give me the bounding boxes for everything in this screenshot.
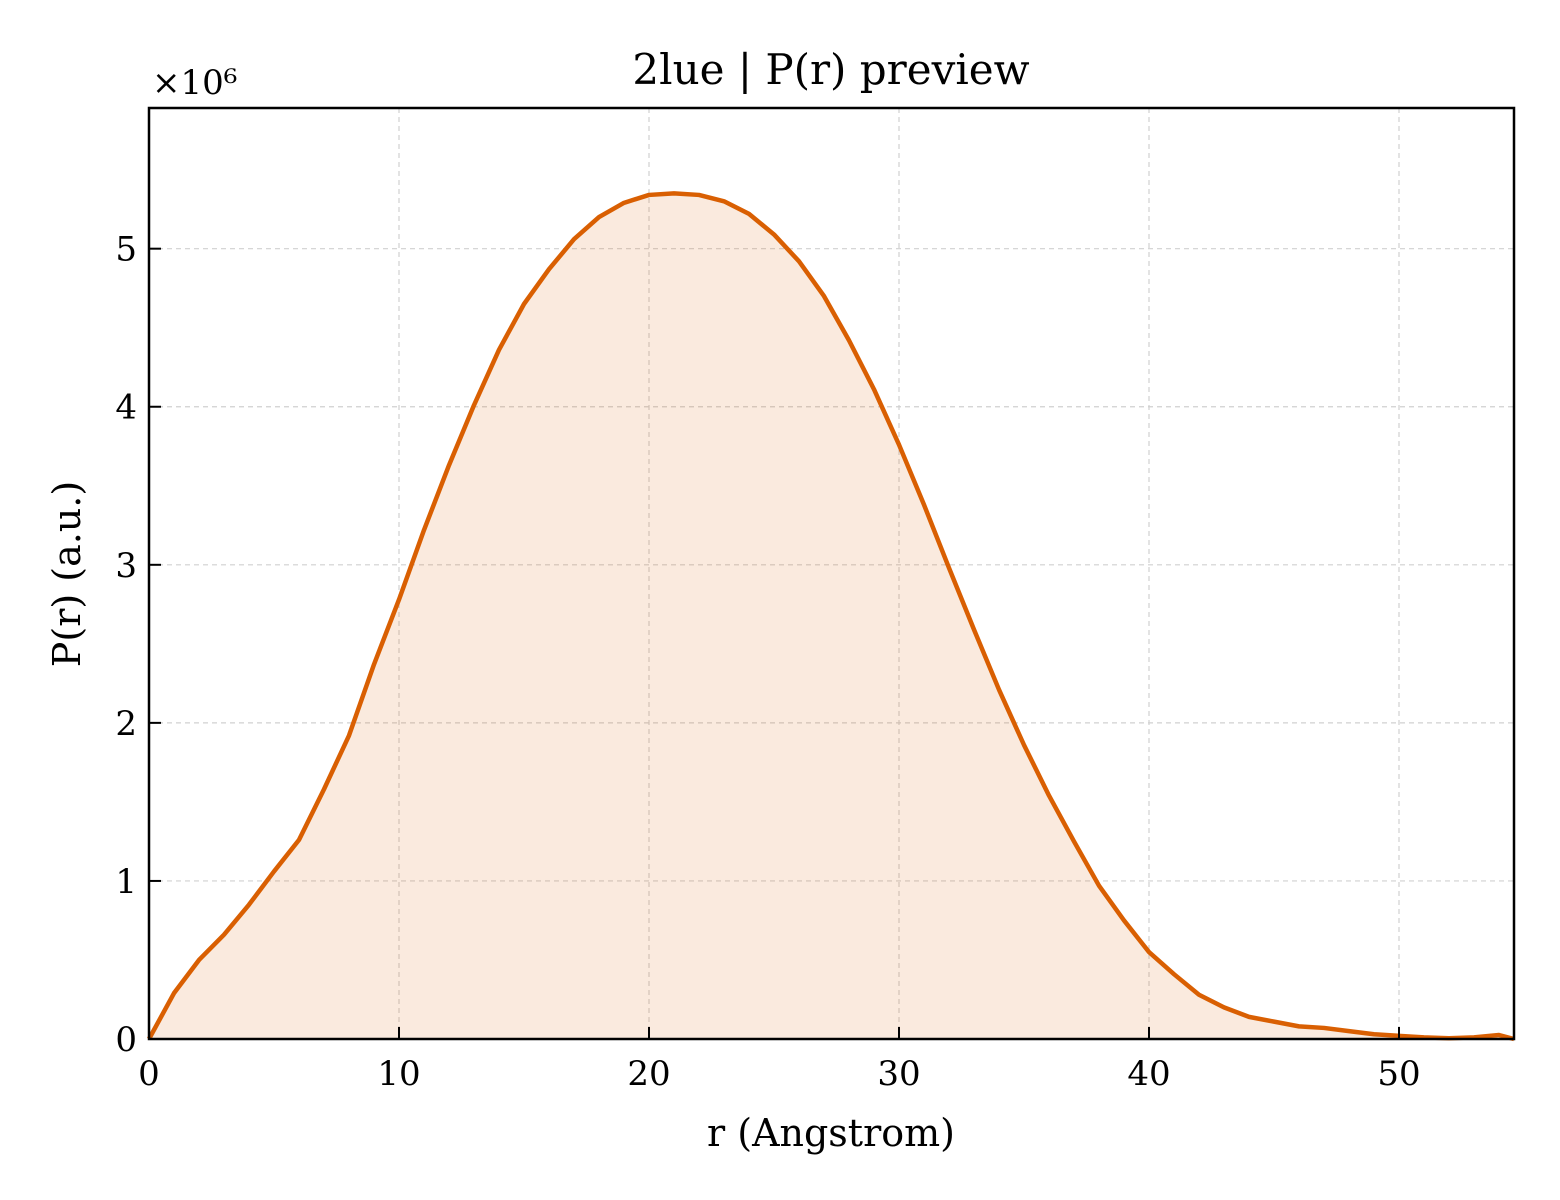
y-tick-label: 3 <box>115 546 137 586</box>
x-tick-label: 10 <box>377 1054 420 1094</box>
y-tick-label: 0 <box>115 1020 137 1060</box>
y-tick-label: 5 <box>115 230 137 270</box>
x-tick-label: 50 <box>1377 1054 1420 1094</box>
x-axis-label: r (Angstrom) <box>707 1111 955 1155</box>
line <box>147 191 1515 1042</box>
chart-title: 2lue | P(r) preview <box>632 45 1029 94</box>
x-tick-label: 0 <box>138 1054 160 1094</box>
y-multiplier: ×10⁶ <box>152 63 237 103</box>
y-tick-label: 1 <box>115 862 137 902</box>
y-axis-label: P(r) (a.u.) <box>45 481 89 667</box>
y-tick-label: 4 <box>115 388 137 428</box>
axes-frame <box>147 106 1516 1041</box>
x-tick-label: 20 <box>627 1054 670 1094</box>
x-tick-label: 30 <box>877 1054 920 1094</box>
x-tick-label: 40 <box>1127 1054 1170 1094</box>
area <box>149 193 1514 1039</box>
y-tick-label: 2 <box>115 704 137 744</box>
